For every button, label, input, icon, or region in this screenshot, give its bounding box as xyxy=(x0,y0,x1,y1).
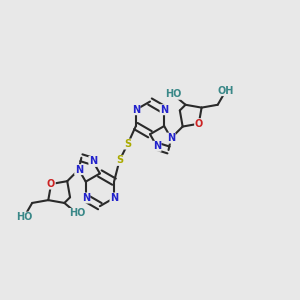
Text: N: N xyxy=(82,193,90,203)
Text: O: O xyxy=(47,179,55,189)
Text: HO: HO xyxy=(16,212,32,222)
Text: N: N xyxy=(167,133,175,143)
Text: S: S xyxy=(124,139,131,149)
Text: N: N xyxy=(153,141,161,151)
Text: HO: HO xyxy=(69,208,85,218)
Text: HO: HO xyxy=(165,89,181,99)
Text: N: N xyxy=(89,156,97,167)
Text: N: N xyxy=(132,105,140,115)
Text: N: N xyxy=(160,105,168,115)
Text: S: S xyxy=(116,155,123,165)
Text: OH: OH xyxy=(218,85,234,96)
Text: O: O xyxy=(195,119,203,129)
Text: N: N xyxy=(75,165,83,175)
Text: N: N xyxy=(110,193,118,203)
